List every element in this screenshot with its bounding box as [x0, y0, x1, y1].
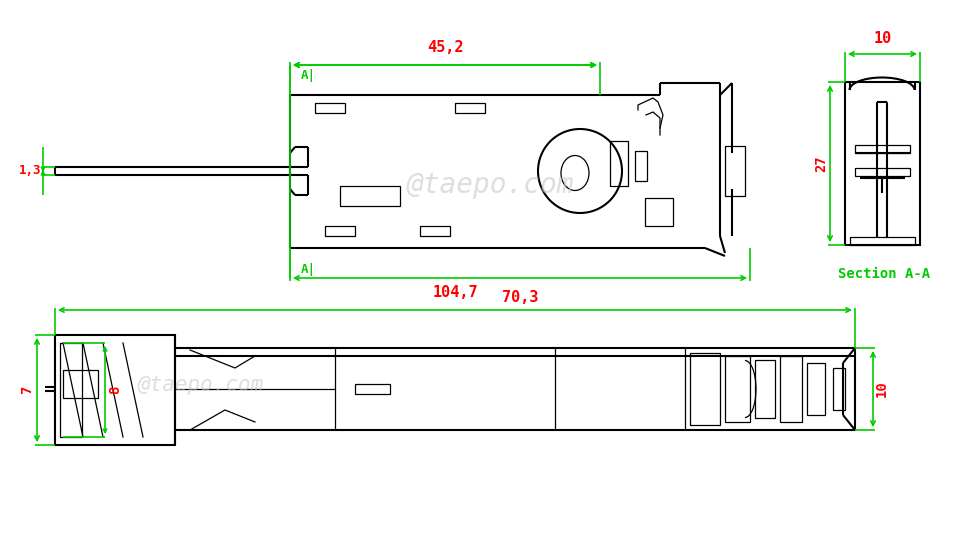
Text: @taepo.com: @taepo.com — [137, 375, 263, 395]
Text: 8: 8 — [108, 386, 122, 394]
Text: 10: 10 — [875, 380, 889, 398]
Text: 10: 10 — [873, 31, 892, 46]
Text: @taepo.com: @taepo.com — [406, 171, 573, 199]
Text: 27: 27 — [814, 155, 828, 172]
Text: 1,3: 1,3 — [18, 164, 41, 178]
Text: 104,7: 104,7 — [432, 285, 478, 300]
Text: 7: 7 — [20, 386, 34, 394]
Text: A|: A| — [301, 68, 315, 81]
Text: 70,3: 70,3 — [502, 290, 539, 305]
Text: A|: A| — [301, 264, 315, 277]
Text: 45,2: 45,2 — [426, 40, 463, 55]
Text: Section A-A: Section A-A — [838, 267, 930, 281]
